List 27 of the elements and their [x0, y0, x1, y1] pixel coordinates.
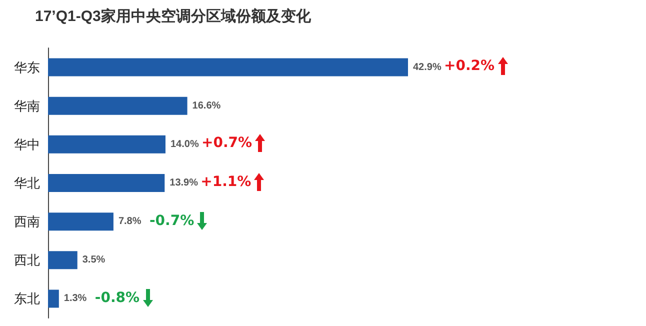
y-tick-label: 东北 — [14, 291, 40, 306]
bar — [48, 58, 408, 76]
bar — [48, 212, 114, 231]
bar — [48, 96, 188, 115]
chart-title: 17’Q1-Q3家用中央空调分区域份额及变化 — [35, 7, 312, 25]
annotation: -0.7% — [149, 212, 194, 229]
y-tick-label: 西南 — [14, 214, 40, 230]
bar — [48, 251, 78, 270]
data-label: 1.3% — [64, 293, 87, 304]
annotation: +1.1% — [200, 174, 252, 190]
data-label: 42.9% — [413, 62, 442, 73]
y-tick-label: 华南 — [14, 98, 40, 114]
data-label: 7.8% — [118, 216, 142, 228]
y-tick-label: 西北 — [14, 252, 40, 268]
bar — [48, 174, 165, 192]
data-label: 14.0% — [170, 138, 199, 150]
bar — [48, 290, 59, 308]
data-label: 3.5% — [82, 254, 106, 266]
y-tick-label: 华中 — [14, 136, 40, 152]
data-label: 13.9% — [170, 178, 198, 188]
bar — [48, 135, 166, 154]
y-tick-label: 华北 — [14, 176, 40, 190]
annotation: -0.8% — [94, 290, 140, 306]
annotation: +0.7% — [201, 135, 252, 152]
data-label: 16.6% — [192, 100, 221, 112]
y-tick-label: 华东 — [14, 60, 40, 75]
annotation: +0.2% — [444, 58, 495, 74]
